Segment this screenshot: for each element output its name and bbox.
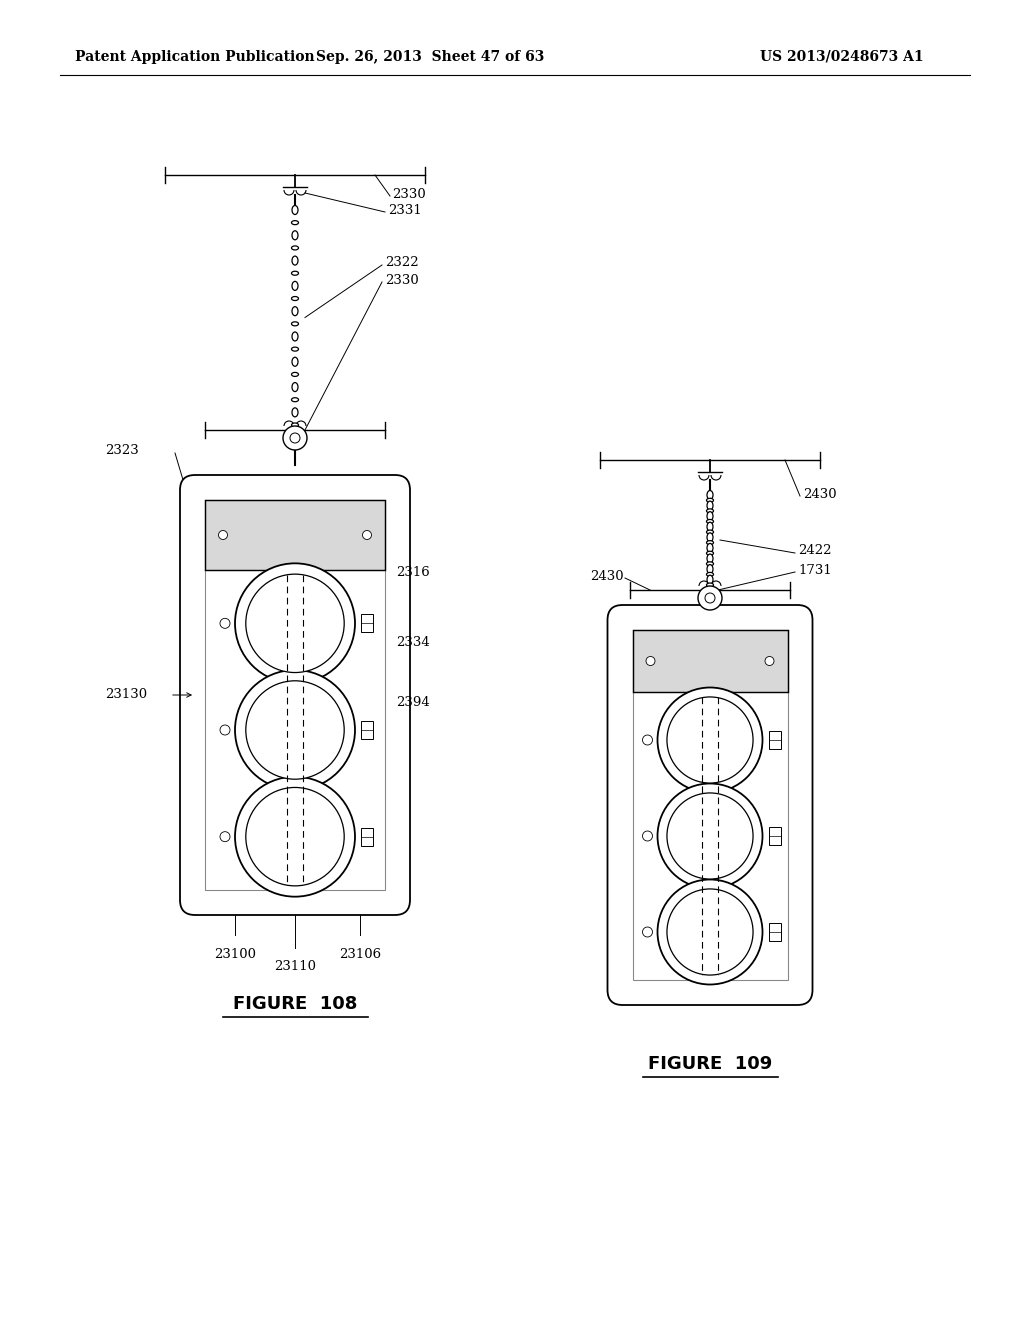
Circle shape	[642, 735, 652, 744]
Ellipse shape	[707, 576, 713, 585]
Bar	[768, 731, 780, 748]
Ellipse shape	[292, 206, 298, 214]
Bar	[633, 630, 787, 979]
Circle shape	[220, 618, 230, 628]
Ellipse shape	[292, 231, 298, 240]
Text: 23100: 23100	[214, 948, 256, 961]
Ellipse shape	[707, 573, 714, 577]
Ellipse shape	[292, 397, 299, 401]
Text: 1731: 1731	[798, 564, 831, 577]
Ellipse shape	[292, 220, 299, 224]
FancyBboxPatch shape	[180, 475, 410, 915]
Text: 2322: 2322	[385, 256, 419, 269]
Bar	[361, 614, 373, 632]
Circle shape	[705, 593, 715, 603]
Ellipse shape	[292, 322, 299, 326]
Text: 2330: 2330	[385, 273, 419, 286]
Circle shape	[765, 656, 774, 665]
Ellipse shape	[292, 347, 299, 351]
Circle shape	[220, 832, 230, 842]
Text: US 2013/0248673 A1: US 2013/0248673 A1	[760, 50, 924, 63]
FancyBboxPatch shape	[607, 605, 812, 1005]
Ellipse shape	[707, 523, 713, 531]
Circle shape	[646, 656, 655, 665]
Ellipse shape	[292, 297, 299, 301]
Ellipse shape	[707, 533, 713, 541]
Ellipse shape	[707, 562, 714, 566]
Text: 2334: 2334	[396, 636, 430, 649]
Text: Patent Application Publication: Patent Application Publication	[75, 50, 314, 63]
Ellipse shape	[707, 554, 713, 564]
Text: FIGURE  109: FIGURE 109	[648, 1055, 772, 1073]
Ellipse shape	[292, 408, 298, 417]
Text: Sep. 26, 2013  Sheet 47 of 63: Sep. 26, 2013 Sheet 47 of 63	[315, 50, 544, 63]
Ellipse shape	[292, 372, 299, 376]
Bar	[361, 828, 373, 846]
Circle shape	[246, 788, 344, 886]
Ellipse shape	[707, 491, 713, 499]
Text: 23106: 23106	[339, 948, 381, 961]
Circle shape	[218, 531, 227, 540]
Circle shape	[220, 725, 230, 735]
Ellipse shape	[707, 583, 714, 587]
Ellipse shape	[292, 271, 299, 276]
Bar	[205, 500, 385, 570]
Ellipse shape	[707, 512, 713, 520]
Text: 23130: 23130	[105, 689, 147, 701]
Circle shape	[667, 888, 753, 975]
Ellipse shape	[292, 422, 299, 426]
Ellipse shape	[707, 544, 713, 553]
Circle shape	[642, 832, 652, 841]
Ellipse shape	[292, 358, 298, 366]
Text: 2430: 2430	[590, 569, 624, 582]
Circle shape	[246, 681, 344, 779]
Circle shape	[657, 688, 763, 792]
Text: 2394: 2394	[396, 697, 430, 710]
Circle shape	[667, 793, 753, 879]
Ellipse shape	[292, 331, 298, 341]
Circle shape	[642, 927, 652, 937]
Circle shape	[698, 586, 722, 610]
Text: FIGURE  108: FIGURE 108	[232, 995, 357, 1012]
Ellipse shape	[292, 256, 298, 265]
Ellipse shape	[707, 502, 713, 510]
Ellipse shape	[292, 306, 298, 315]
Ellipse shape	[707, 552, 714, 556]
Circle shape	[246, 574, 344, 672]
Text: 2330: 2330	[392, 187, 426, 201]
Ellipse shape	[292, 246, 299, 249]
Ellipse shape	[707, 520, 714, 524]
Circle shape	[667, 697, 753, 783]
Bar	[768, 923, 780, 941]
Bar	[205, 500, 385, 890]
Ellipse shape	[707, 510, 714, 513]
Circle shape	[362, 531, 372, 540]
Bar	[633, 630, 787, 692]
Circle shape	[657, 784, 763, 888]
Ellipse shape	[707, 531, 714, 535]
Bar	[361, 721, 373, 739]
Text: 2323: 2323	[105, 445, 138, 458]
Circle shape	[234, 671, 355, 789]
Text: 2316: 2316	[396, 566, 430, 579]
Circle shape	[234, 564, 355, 684]
Circle shape	[234, 776, 355, 896]
Ellipse shape	[707, 498, 714, 503]
Text: 2422: 2422	[798, 544, 831, 557]
Ellipse shape	[292, 281, 298, 290]
Circle shape	[657, 879, 763, 985]
Text: 23110: 23110	[274, 960, 316, 973]
Circle shape	[290, 433, 300, 444]
Text: 2430: 2430	[803, 487, 837, 500]
Ellipse shape	[707, 541, 714, 545]
Ellipse shape	[292, 383, 298, 392]
Bar	[768, 828, 780, 845]
Circle shape	[283, 426, 307, 450]
Text: 2331: 2331	[388, 203, 422, 216]
Ellipse shape	[707, 565, 713, 574]
